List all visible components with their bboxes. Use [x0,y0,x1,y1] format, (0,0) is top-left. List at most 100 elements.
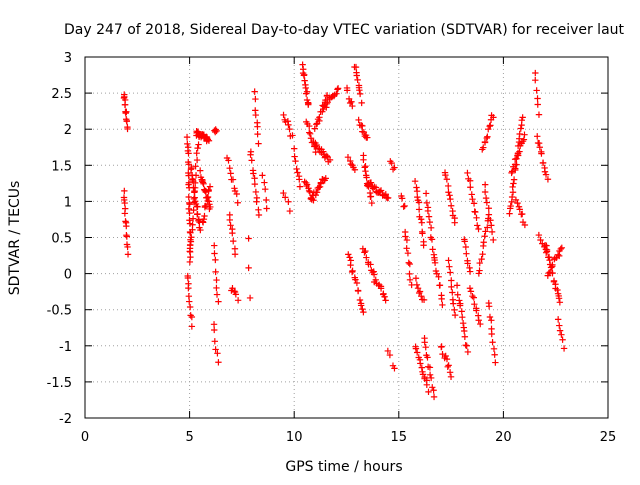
data-point [532,69,539,77]
data-point [188,323,196,330]
data-point [205,137,213,144]
data-point [231,245,239,252]
data-point [344,153,352,161]
data-point [377,187,385,194]
data-point [349,267,356,275]
data-point [532,76,539,84]
data-point [286,125,293,133]
data-point [296,183,304,190]
data-point [467,288,475,295]
data-point [183,133,191,141]
data-point [429,384,436,391]
data-point [356,90,364,98]
data-point [544,176,552,183]
data-point [186,258,194,266]
data-point [306,130,314,138]
data-point [215,359,222,366]
data-point [286,207,294,215]
data-point [305,101,312,108]
data-point [539,159,547,167]
data-point [488,330,495,338]
data-point [486,313,494,321]
data-point [485,125,492,133]
data-point [559,336,566,343]
data-point [508,193,516,201]
data-point [431,259,439,267]
data-point [347,160,355,168]
data-point [189,215,197,222]
data-point [450,300,457,307]
data-point [475,270,483,277]
data-point [479,250,486,258]
data-point [458,308,465,315]
data-point [206,183,214,190]
data-point [326,156,334,164]
data-point [445,189,452,196]
data-point [357,302,365,309]
data-point [412,275,420,282]
data-point [343,87,351,94]
data-point [483,134,490,142]
data-point [233,190,240,198]
data-point [225,157,232,164]
data-point [211,250,218,257]
data-point [435,273,442,281]
data-point [471,300,478,308]
data-point [193,156,201,164]
data-point [200,180,207,188]
data-point [461,238,468,245]
data-point [442,171,449,179]
data-point [347,157,354,165]
data-point [190,177,197,185]
data-point [185,193,192,201]
data-point [490,114,497,121]
data-point [555,295,563,302]
data-point [516,148,523,155]
data-point [204,194,211,201]
data-point [554,286,561,294]
data-point [519,210,526,218]
data-point [391,164,398,171]
data-point [469,195,476,203]
data-point [481,233,488,240]
data-point [420,242,427,249]
data-point [446,369,454,376]
data-point [354,287,362,295]
data-point [229,229,236,237]
data-point [367,179,375,186]
data-point [352,63,360,71]
data-point [424,354,431,361]
data-point [232,291,240,298]
data-point [534,133,541,140]
data-point [398,195,406,202]
y-tick-label: 0.5 [51,232,72,247]
data-point [245,264,252,272]
x-tick-label: 20 [495,430,512,445]
data-point [362,167,369,175]
data-point [349,102,356,110]
data-point [199,219,207,226]
data-point [124,251,132,258]
data-point [193,149,200,157]
data-point [316,183,324,190]
data-point [250,170,257,177]
data-point [192,163,199,170]
data-point [185,205,193,213]
data-point [185,292,193,300]
data-point [487,122,494,129]
data-point [405,259,412,266]
data-point [188,313,196,321]
data-point [204,136,212,143]
data-point [403,245,410,252]
data-point [438,295,445,303]
data-point [285,198,292,205]
data-point [545,269,553,277]
data-point [213,276,220,284]
data-point [445,257,452,264]
data-point [185,284,192,292]
data-point [251,175,258,182]
data-point [554,251,562,258]
data-point [519,114,526,121]
data-point [356,296,364,304]
data-point [229,176,237,183]
